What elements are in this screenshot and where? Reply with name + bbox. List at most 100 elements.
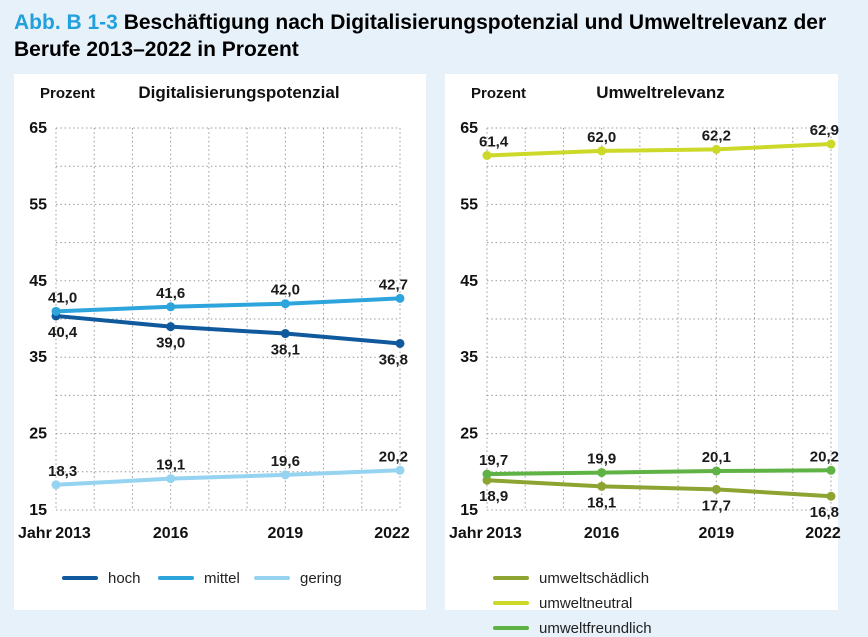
- y-tick-label: 35: [29, 349, 47, 366]
- x-tick-label: 2016: [153, 525, 189, 542]
- charts-row: Prozent Digitalisierungspotenzial 15 25 35…: [0, 70, 868, 637]
- legend-swatch: [254, 576, 290, 581]
- data-point: [395, 465, 405, 475]
- data-point: [166, 473, 176, 483]
- series-line-hoch: [54, 313, 402, 346]
- line-chart-digitalisierungspotenzial: 15 25 35 45 55 65 Jahr 2013 2016 2019 2022 40,4 39,0…: [18, 120, 410, 542]
- legend-label: umweltschädlich: [539, 569, 650, 587]
- legend-item-umweltneutral: umweltneutral: [493, 595, 671, 612]
- y-tick-label: 55: [460, 196, 478, 213]
- legend-item-mittel: mittel: [158, 570, 254, 587]
- y-tick-label: 25: [29, 425, 47, 442]
- legend-item-umweltfreundlich: umweltfreundlich: [493, 620, 671, 637]
- data-point: [482, 469, 492, 479]
- figure-title: Abb. B 1-3 Beschäftigung nach Digitalisi…: [0, 0, 868, 70]
- data-point-label: 19,7: [479, 452, 508, 469]
- y-tick-label: 15: [29, 502, 47, 519]
- data-point: [711, 144, 721, 154]
- series-line-umweltschädlich: [485, 477, 833, 498]
- data-point-label: 16,8: [810, 504, 839, 521]
- data-point-label: 39,0: [156, 334, 185, 351]
- y-tick-label: 55: [29, 196, 47, 213]
- data-point: [711, 466, 721, 476]
- series-line-gering: [54, 467, 402, 487]
- data-point-label: 40,4: [48, 324, 78, 341]
- line-chart-umweltrelevanz: 15 25 35 45 55 65 Jahr 2013 2016 2019 2022 18,9 18,1…: [449, 120, 841, 542]
- data-point: [597, 146, 607, 156]
- x-tick-label: 2019: [699, 525, 735, 542]
- chart-title: Digitalisierungspotenzial: [138, 82, 340, 102]
- chart-legend: umweltschädlich umweltneutral umweltfreund…: [493, 570, 836, 637]
- data-point-label: 61,4: [479, 133, 509, 150]
- data-point-label: 41,0: [48, 289, 77, 306]
- data-point-label: 20,2: [379, 448, 408, 465]
- data-point-label: 42,0: [271, 281, 300, 298]
- y-tick-label: 25: [460, 425, 478, 442]
- data-point-label: 20,1: [702, 449, 731, 466]
- legend-label: mittel: [204, 569, 240, 587]
- legend-swatch: [493, 576, 529, 581]
- data-point-label: 18,3: [48, 462, 77, 479]
- data-point-label: 19,9: [587, 450, 616, 467]
- y-tick-label: 45: [460, 272, 478, 289]
- x-tick-label: 2016: [584, 525, 620, 542]
- x-tick-label: 2022: [374, 525, 410, 542]
- y-tick-label: 65: [29, 120, 47, 137]
- data-point: [395, 338, 405, 348]
- legend-item-gering: gering: [254, 570, 350, 587]
- data-point-label: 20,2: [810, 448, 839, 465]
- x-axis-label: Jahr: [18, 525, 52, 542]
- chart-header: Prozent Umweltrelevanz: [447, 82, 836, 108]
- legend-label: umweltfreundlich: [539, 619, 652, 637]
- data-point-label: 41,6: [156, 284, 185, 301]
- data-point-label: 19,6: [271, 452, 300, 469]
- data-point: [482, 150, 492, 160]
- data-point: [597, 467, 607, 477]
- data-point: [395, 293, 405, 303]
- data-point: [711, 484, 721, 494]
- legend-swatch: [493, 601, 529, 606]
- series-line-mittel: [54, 295, 402, 313]
- y-tick-label: 35: [460, 349, 478, 366]
- y-axis-unit-label: Prozent: [471, 84, 527, 102]
- data-point-label: 18,9: [479, 488, 508, 505]
- data-point-label: 38,1: [271, 341, 300, 358]
- legend-label: gering: [300, 569, 342, 587]
- y-tick-label: 15: [460, 502, 478, 519]
- data-point-label: 19,1: [156, 456, 185, 473]
- chart-header: Prozent Digitalisierungspotenzial: [16, 82, 424, 108]
- data-point: [826, 139, 836, 149]
- chart-legend: hoch mittel gering: [62, 570, 424, 587]
- data-point: [51, 306, 61, 316]
- data-point: [280, 469, 290, 479]
- x-tick-label: 2013: [486, 525, 522, 542]
- legend-label: hoch: [108, 569, 141, 587]
- legend-item-umweltschädlich: umweltschädlich: [493, 570, 671, 587]
- data-point: [826, 491, 836, 501]
- chart-title: Umweltrelevanz: [596, 82, 725, 102]
- series-line-umweltneutral: [485, 141, 833, 158]
- x-axis-label: Jahr: [449, 525, 483, 542]
- data-point: [597, 481, 607, 491]
- data-point: [51, 479, 61, 489]
- data-point: [826, 465, 836, 475]
- legend-swatch: [62, 576, 98, 581]
- series-line-umweltfreundlich: [485, 467, 833, 476]
- x-tick-label: 2022: [805, 525, 841, 542]
- legend-item-hoch: hoch: [62, 570, 158, 587]
- data-point: [166, 301, 176, 311]
- legend-swatch: [493, 626, 529, 631]
- y-tick-label: 45: [29, 272, 47, 289]
- chart-panel-umweltrelevanz: Prozent Umweltrelevanz 15 25 35 45 55 65 Jahr 2…: [445, 73, 841, 637]
- data-point: [280, 298, 290, 308]
- data-point-label: 18,1: [587, 494, 616, 511]
- figure-title-line2: Berufe 2013–2022 in Prozent: [14, 38, 299, 62]
- data-point: [280, 328, 290, 338]
- legend-swatch: [158, 576, 194, 581]
- data-point-label: 62,0: [587, 129, 616, 146]
- x-tick-label: 2013: [55, 525, 91, 542]
- data-point-label: 62,9: [810, 122, 839, 139]
- x-tick-label: 2019: [268, 525, 304, 542]
- figure-label: Abb. B 1-3: [14, 11, 118, 34]
- data-point-label: 17,7: [702, 497, 731, 514]
